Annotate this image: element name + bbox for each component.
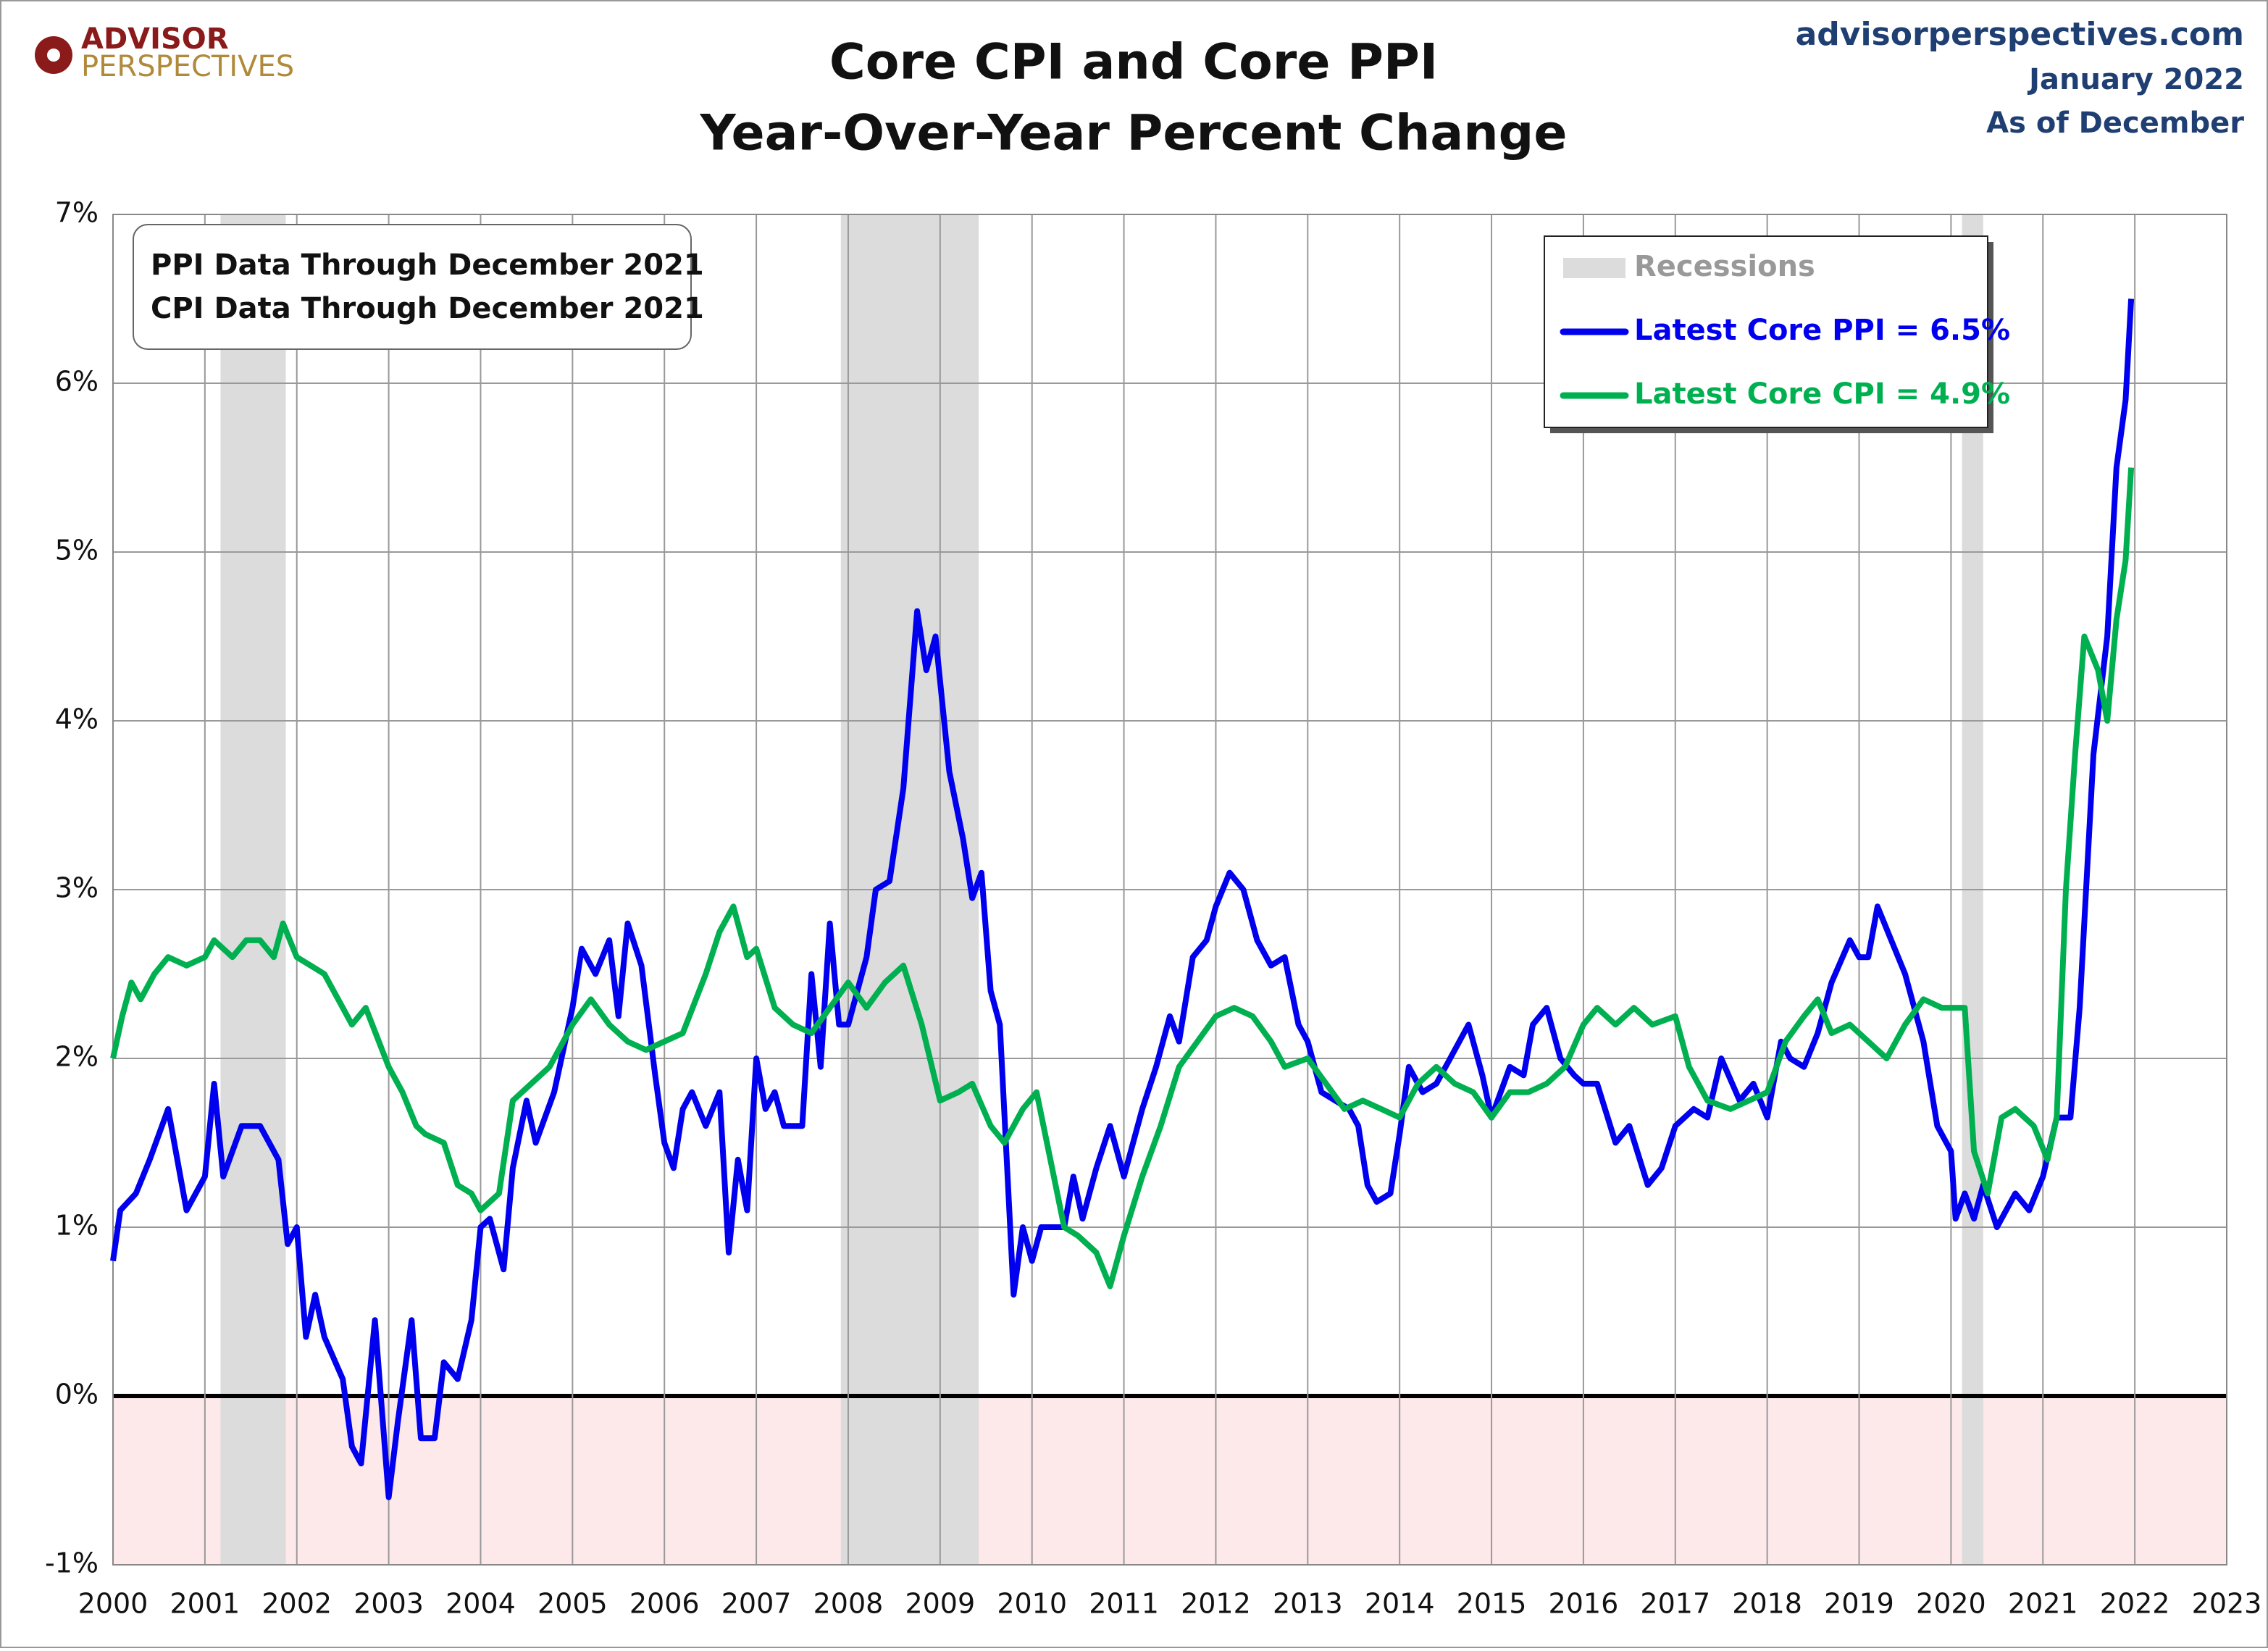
x-tick-label: 2006 (629, 1588, 700, 1620)
x-tick-label: 2022 (2100, 1588, 2170, 1620)
x-tick-label: 2008 (813, 1588, 884, 1620)
logo-icon-center (47, 49, 60, 62)
x-tick-label: 2017 (1640, 1588, 1710, 1620)
x-tick-label: 2019 (1824, 1588, 1894, 1620)
x-tick-label: 2012 (1181, 1588, 1251, 1620)
x-tick-label: 2015 (1457, 1588, 1527, 1620)
x-tick-label: 2014 (1365, 1588, 1435, 1620)
as-of: As of December (1986, 106, 2244, 140)
annotation-frame (133, 224, 692, 350)
legend-label: Latest Core CPI = 4.9% (1634, 377, 2010, 411)
chart-subtitle: Year-Over-Year Percent Change (700, 105, 1568, 162)
y-tick-label: 5% (55, 535, 99, 567)
logo-line1: ADVISOR (81, 22, 229, 56)
y-tick-label: 3% (55, 872, 99, 904)
x-tick-label: 2004 (445, 1588, 516, 1620)
x-tick-label: 2010 (997, 1588, 1067, 1620)
x-tick-label: 2007 (721, 1588, 792, 1620)
y-tick-label: 1% (55, 1210, 99, 1242)
legend-label: Latest Core PPI = 6.5% (1634, 314, 2010, 347)
annotation-box: PPI Data Through December 2021 CPI Data T… (133, 224, 704, 350)
y-tick-label: 4% (55, 703, 99, 735)
x-tick-label: 2020 (1916, 1588, 1986, 1620)
x-tick-label: 2005 (537, 1588, 608, 1620)
y-tick-label: 6% (55, 366, 99, 398)
x-tick-label: 2002 (261, 1588, 332, 1620)
logo: ADVISOR PERSPECTIVES (35, 22, 294, 83)
y-tick-label: 7% (55, 197, 99, 229)
plot-border (112, 214, 2227, 1566)
date: January 2022 (2027, 63, 2244, 96)
negative-region (113, 1396, 2227, 1565)
y-tick-label: 2% (55, 1041, 99, 1073)
x-tick-label: 2001 (170, 1588, 240, 1620)
x-tick-label: 2009 (905, 1588, 975, 1620)
x-tick-label: 2011 (1089, 1588, 1159, 1620)
x-tick-label: 2000 (78, 1588, 148, 1620)
x-tick-label: 2013 (1273, 1588, 1343, 1620)
legend-swatch (1563, 258, 1625, 278)
y-tick-label: 0% (55, 1379, 99, 1410)
x-tick-label: 2018 (1732, 1588, 1802, 1620)
legend-label: Recessions (1634, 250, 1815, 283)
legend: Recessions Latest Core PPI = 6.5% Latest C… (1544, 235, 2010, 433)
logo-line2: PERSPECTIVES (81, 50, 294, 83)
x-tick-label: 2021 (2008, 1588, 2078, 1620)
annotation-text: PPI Data Through December 2021 (151, 248, 704, 282)
annotation-text: CPI Data Through December 2021 (151, 292, 704, 325)
x-tick-label: 2003 (353, 1588, 424, 1620)
x-tick-label: 2023 (2192, 1588, 2262, 1620)
chart-title: Core CPI and Core PPI (829, 34, 1438, 91)
series-line (110, 467, 2135, 1290)
y-tick-label: -1% (45, 1547, 99, 1579)
series-line (110, 298, 2135, 1500)
source: advisorperspectives.com (1796, 16, 2244, 53)
x-tick-label: 2016 (1549, 1588, 1619, 1620)
